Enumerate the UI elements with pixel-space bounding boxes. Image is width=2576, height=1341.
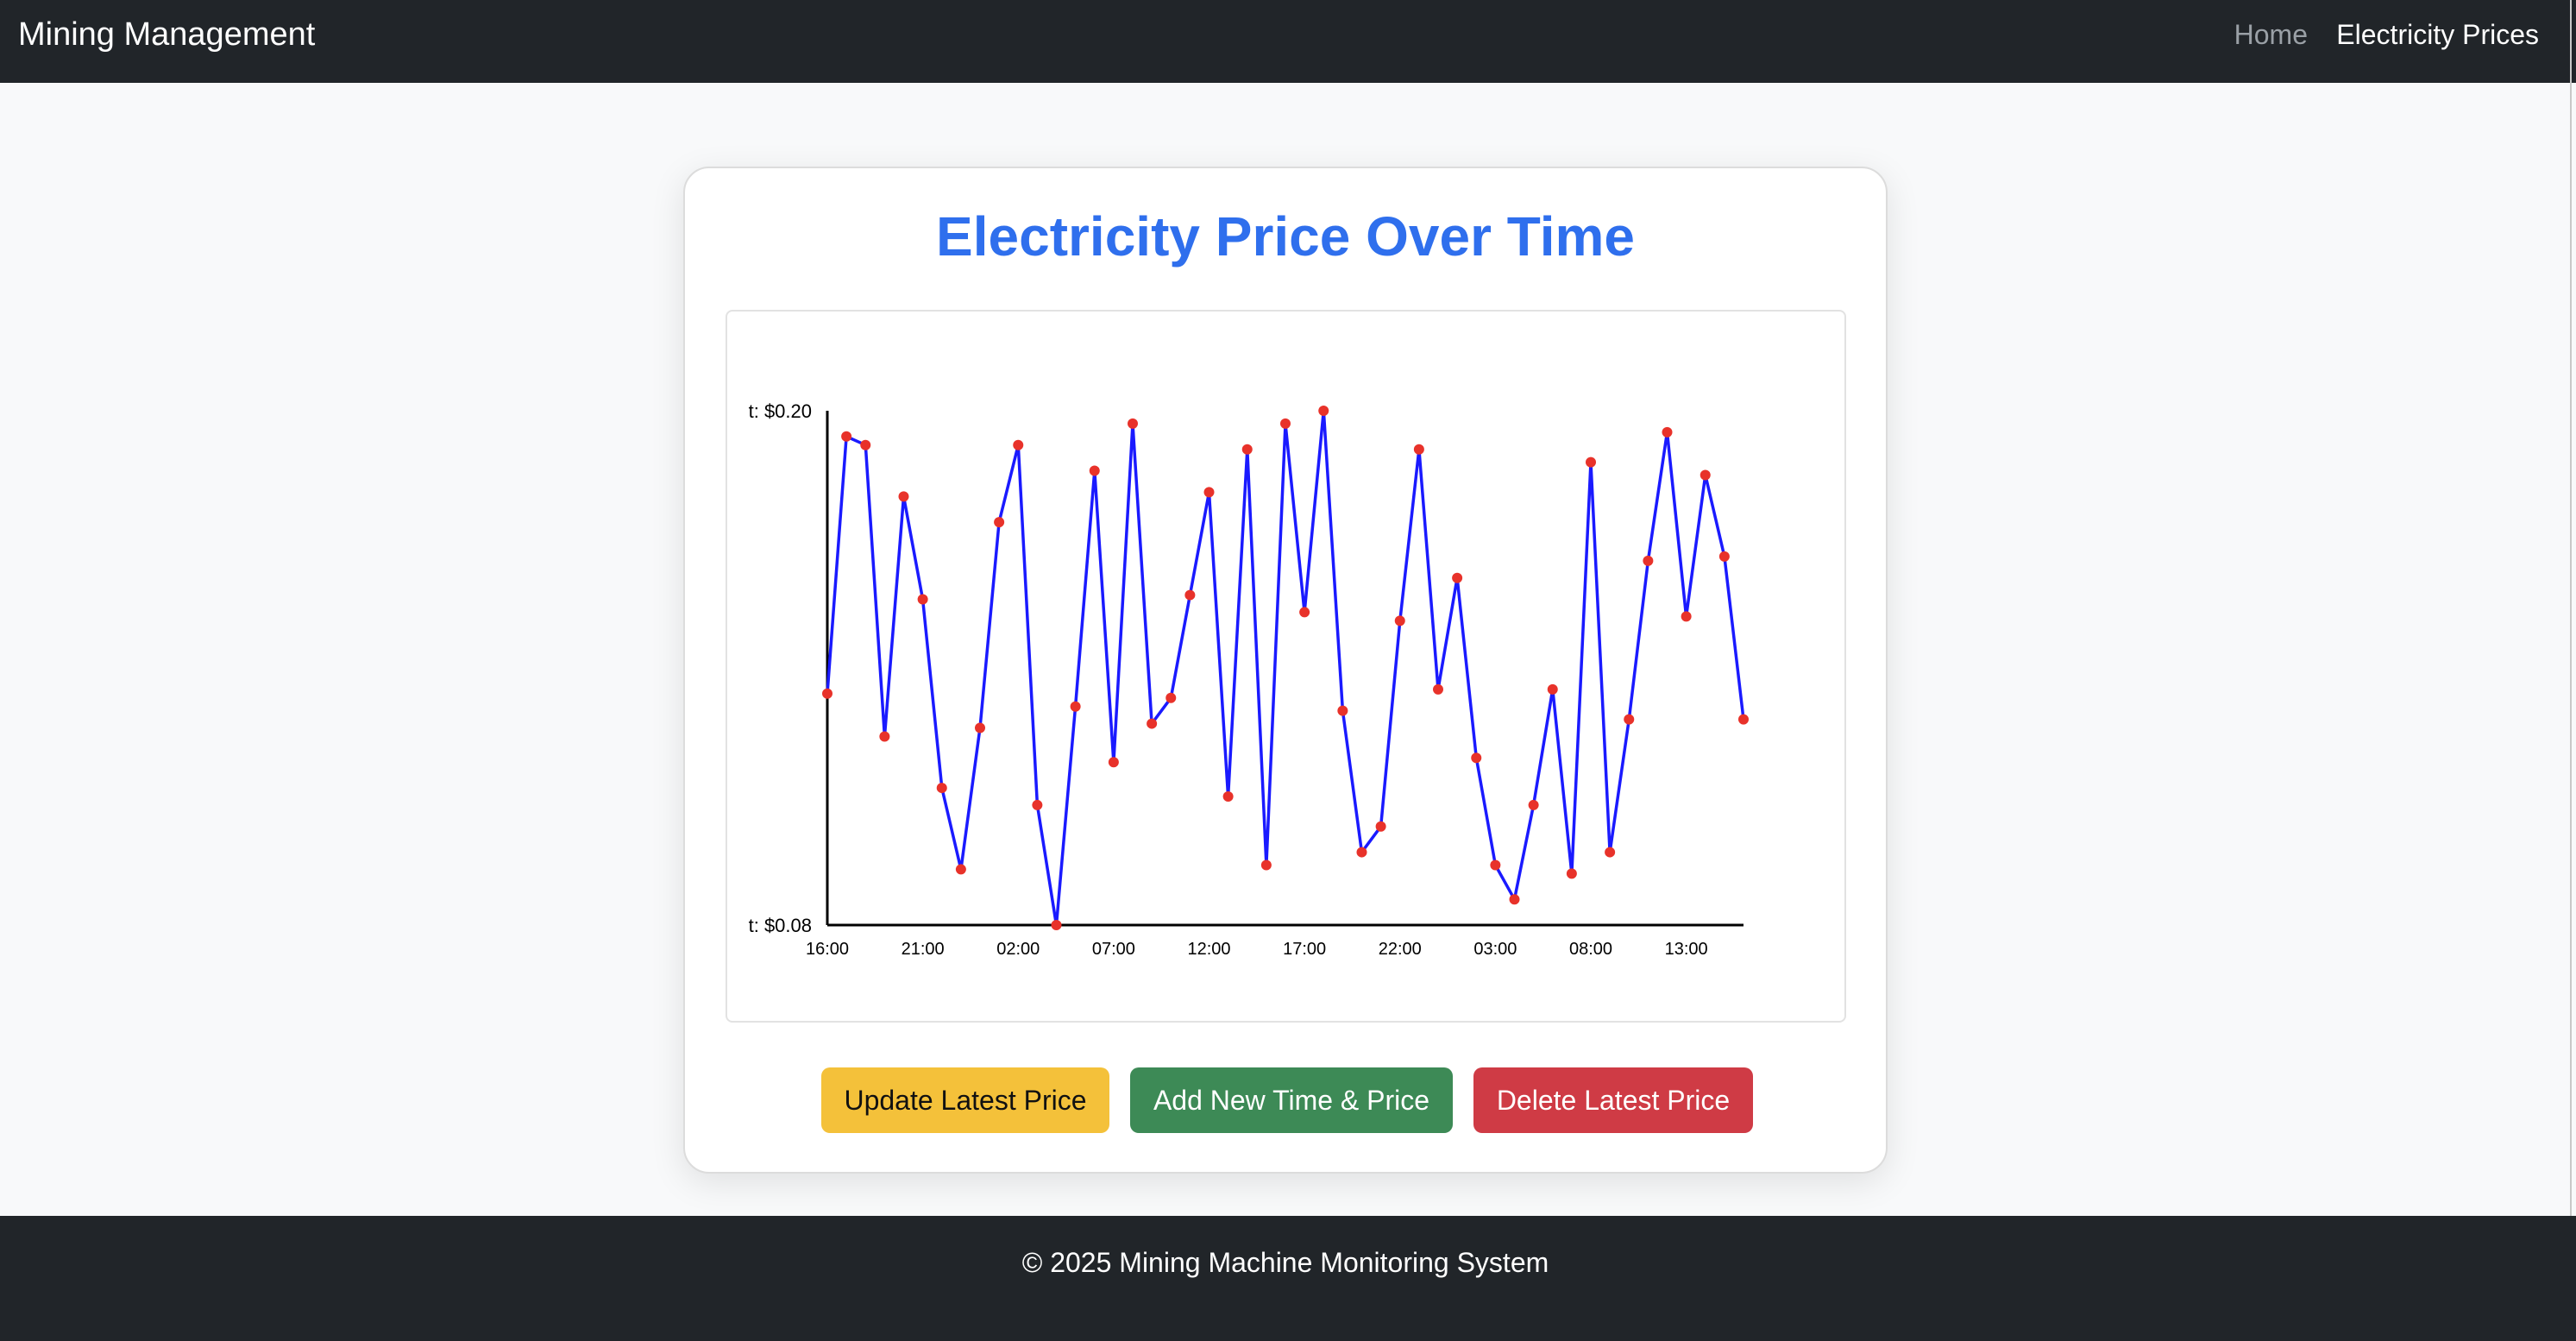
data-point <box>1433 683 1443 695</box>
data-point <box>1318 406 1329 416</box>
x-tick-label: 22:00 <box>1379 940 1422 959</box>
data-point <box>1089 465 1100 476</box>
data-point <box>1700 469 1711 481</box>
data-point <box>1147 718 1158 729</box>
x-tick-label: 16:00 <box>806 940 849 959</box>
data-point <box>1547 683 1558 695</box>
data-point <box>1337 705 1348 716</box>
x-tick-label: 21:00 <box>902 940 945 959</box>
x-tick-label: 03:00 <box>1473 940 1517 959</box>
electricity-price-chart: t: $0.20 t: $0.08 16:00 21:00 02:00 07:00 12:… <box>749 400 1749 959</box>
data-point <box>1643 555 1654 566</box>
data-point <box>1356 847 1367 858</box>
data-point <box>994 517 1005 528</box>
data-point <box>1471 752 1482 764</box>
y-tick-label: t: $0.08 <box>749 915 812 936</box>
chart-container: t: $0.20 t: $0.08 16:00 21:00 02:00 07:00 12:… <box>726 310 1846 1023</box>
data-point <box>955 864 966 875</box>
data-point <box>841 431 852 442</box>
data-point <box>860 439 871 450</box>
data-point <box>1032 799 1043 810</box>
x-tick-label: 12:00 <box>1187 940 1230 959</box>
data-point <box>1165 692 1177 703</box>
data-point <box>1605 847 1616 858</box>
data-point <box>936 783 947 794</box>
window-edge-divider <box>2570 0 2572 1216</box>
update-latest-price-button[interactable]: Update Latest Price <box>821 1067 1109 1133</box>
data-point <box>822 688 832 699</box>
data-point <box>1586 456 1596 468</box>
data-point <box>1260 859 1272 871</box>
price-series-line <box>826 409 1745 927</box>
add-new-time-price-button[interactable]: Add New Time & Price <box>1130 1067 1453 1133</box>
data-point <box>1375 821 1386 832</box>
navbar: Mining Management Home Electricity Price… <box>0 0 2576 83</box>
data-point <box>1128 418 1138 429</box>
data-point <box>1184 589 1196 601</box>
data-point <box>1413 444 1424 455</box>
footer: © 2025 Mining Machine Monitoring System <box>0 1216 2576 1341</box>
delete-latest-price-button[interactable]: Delete Latest Price <box>1473 1067 1753 1133</box>
data-point <box>975 722 985 733</box>
data-point <box>1566 868 1577 879</box>
data-point <box>1738 714 1749 725</box>
data-point <box>1108 757 1119 768</box>
data-point <box>1662 426 1673 438</box>
data-point <box>917 594 928 605</box>
data-point <box>1203 487 1215 498</box>
data-point <box>1222 791 1234 802</box>
nav-link-home[interactable]: Home <box>2234 19 2308 50</box>
y-tick-labels: t: $0.20 t: $0.08 <box>749 400 812 936</box>
data-point <box>1394 615 1405 626</box>
x-tick-label: 17:00 <box>1283 940 1326 959</box>
data-point <box>1718 551 1730 562</box>
price-card: Electricity Price Over Time t: $0.20 t: $… <box>683 167 1888 1174</box>
x-tick-label: 07:00 <box>1092 940 1135 959</box>
data-point <box>879 731 890 742</box>
data-points <box>822 406 1749 930</box>
data-point <box>1509 894 1520 905</box>
data-point <box>1624 714 1635 725</box>
data-point <box>1280 418 1291 429</box>
data-point <box>1051 920 1062 930</box>
x-tick-labels: 16:00 21:00 02:00 07:00 12:00 17:00 22:00 03:00… <box>806 940 1708 959</box>
data-point <box>1241 444 1253 455</box>
data-point <box>1490 859 1501 871</box>
data-point <box>1681 611 1692 622</box>
data-point <box>1452 572 1463 583</box>
x-tick-label: 08:00 <box>1569 940 1612 959</box>
data-point <box>898 491 909 502</box>
nav-link-electricity-prices[interactable]: Electricity Prices <box>2336 19 2539 50</box>
data-point <box>1528 799 1539 810</box>
data-point <box>1070 701 1081 712</box>
data-point <box>1013 439 1024 450</box>
x-tick-label: 13:00 <box>1665 940 1708 959</box>
page-title: Electricity Price Over Time <box>936 205 1635 268</box>
navbar-brand[interactable]: Mining Management <box>18 16 316 53</box>
footer-copyright: © 2025 Mining Machine Monitoring System <box>1021 1247 1549 1278</box>
x-tick-label: 02:00 <box>996 940 1040 959</box>
data-point <box>1299 607 1310 618</box>
y-tick-label: t: $0.20 <box>749 400 812 422</box>
